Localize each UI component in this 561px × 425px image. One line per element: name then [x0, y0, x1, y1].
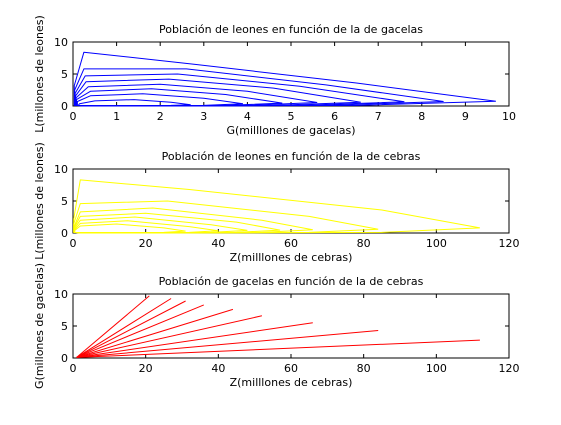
x-tick-label: 9	[462, 110, 469, 123]
y-tick-label: 0	[61, 352, 68, 365]
x-tick-label: 0	[70, 362, 77, 375]
chart-3: Población de gacelas en función de la de…	[33, 263, 520, 389]
x-tick-label: 20	[139, 362, 153, 375]
x-tick-label: 60	[284, 362, 298, 375]
series-line-3	[76, 300, 186, 358]
x-axis-label: G(milllones de gacelas)	[226, 124, 355, 137]
y-axis-label: L(millones de leones)	[33, 142, 46, 260]
x-axis-label: Z(milllones de cebras)	[230, 376, 353, 389]
y-tick-label: 5	[61, 320, 68, 333]
x-tick-label: 6	[331, 110, 338, 123]
y-tick-label: 0	[61, 227, 68, 240]
x-tick-label: 40	[211, 237, 225, 250]
x-tick-label: 5	[288, 110, 295, 123]
y-tick-label: 10	[54, 288, 68, 301]
axes-frame	[72, 41, 510, 107]
x-tick-label: 1	[113, 110, 120, 123]
x-tick-label: 100	[426, 237, 447, 250]
y-tick-label: 10	[54, 163, 68, 176]
series-line-9	[76, 339, 480, 358]
x-tick-label: 10	[502, 110, 516, 123]
chart-title: Población de leones en función de la de …	[159, 23, 423, 36]
series-line-8	[76, 330, 379, 358]
x-tick-label: 60	[284, 237, 298, 250]
y-tick-label: 5	[61, 195, 68, 208]
x-axis-label: Z(milllones de cebras)	[230, 251, 353, 264]
x-tick-label: 100	[426, 362, 447, 375]
x-tick-label: 7	[375, 110, 382, 123]
x-tick-label: 3	[200, 110, 207, 123]
y-tick-label: 10	[54, 36, 68, 49]
x-tick-label: 0	[70, 237, 77, 250]
y-axis-label: L(millones de leones)	[33, 15, 46, 133]
y-tick-label: 0	[61, 100, 68, 113]
chart-1: Población de leones en función de la de …	[33, 15, 516, 137]
x-tick-label: 80	[357, 362, 371, 375]
x-tick-label: 40	[211, 362, 225, 375]
series-line-1	[76, 295, 150, 358]
x-tick-label: 20	[139, 237, 153, 250]
series-line-5	[76, 308, 234, 358]
x-tick-label: 4	[244, 110, 251, 123]
x-tick-label: 120	[499, 237, 520, 250]
series-line-7	[73, 179, 480, 234]
series-line-2	[76, 298, 172, 358]
chart-title: Población de gacelas en función de la de…	[159, 275, 424, 288]
x-tick-label: 120	[499, 362, 520, 375]
x-tick-label: 8	[418, 110, 425, 123]
chart-title: Población de leones en función de la de …	[162, 150, 421, 163]
axes-frame	[72, 168, 510, 234]
series-line-6	[76, 315, 263, 358]
y-axis-label: G(millones de gacelas)	[33, 263, 46, 389]
x-tick-label: 80	[357, 237, 371, 250]
series-line-8	[73, 51, 496, 107]
chart-2: Población de leones en función de la de …	[33, 142, 520, 264]
x-tick-label: 0	[70, 110, 77, 123]
x-tick-label: 2	[157, 110, 164, 123]
series-line-4	[76, 304, 204, 358]
y-tick-label: 5	[61, 68, 68, 81]
series-line-7	[76, 322, 313, 358]
